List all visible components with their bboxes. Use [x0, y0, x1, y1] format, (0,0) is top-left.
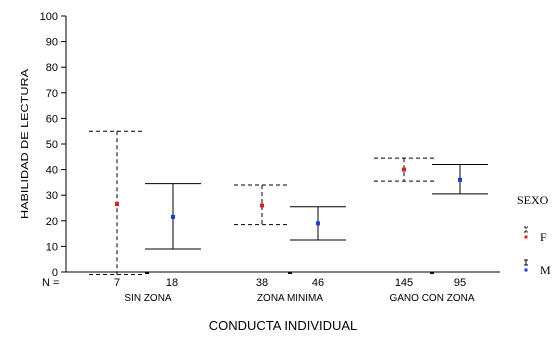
y-tick-label: 60: [46, 113, 58, 125]
y-tick-label: 80: [46, 62, 58, 74]
y-tick-label: 40: [46, 165, 58, 177]
n-label-prefix: N =: [42, 277, 59, 289]
legend-item-f: F: [524, 226, 547, 244]
y-tick-label: 0: [52, 267, 58, 279]
y-tick-label: 10: [46, 241, 58, 253]
y-tick-label: 90: [46, 37, 58, 49]
series-f: [89, 130, 434, 276]
y-tick-label: 50: [46, 139, 58, 151]
mean-point: [458, 177, 462, 182]
axes-layer: 0 10 20 30 40 50 60 70 80 90 100 HABILIDAD DE LECTU…: [20, 11, 500, 333]
y-tick-label: 100: [40, 11, 58, 23]
legend-label: M: [540, 263, 551, 277]
y-axis-title: HABILIDAD DE LECTURA: [20, 69, 31, 219]
mean-point: [115, 202, 119, 207]
mean-point: [260, 203, 264, 208]
x-category-label: SIN ZONA: [124, 293, 172, 304]
n-value-label: 18: [166, 277, 178, 289]
legend-label: F: [540, 230, 547, 244]
x-axis-title: CONDUCTA INDIVIDUAL: [209, 318, 358, 333]
x-category-label: GANO CON ZONA: [389, 293, 474, 304]
y-tick-label: 30: [46, 190, 58, 202]
errorbars-layer: [89, 130, 488, 276]
y-tick-label: 70: [46, 88, 58, 100]
n-value-label: 46: [312, 277, 324, 289]
series-m: [145, 163, 488, 250]
y-tick-label: 20: [46, 216, 58, 228]
labels-layer: N = 7 18 38 46 145 95 SIN ZONA ZONA MINIMA GANO C…: [42, 272, 475, 304]
n-value-label: 95: [454, 277, 466, 289]
mean-point: [171, 214, 175, 219]
legend-marker: [524, 235, 528, 239]
mean-point: [402, 167, 406, 172]
n-value-label: 7: [114, 277, 120, 289]
mean-point: [316, 221, 320, 226]
n-value-label: 145: [395, 277, 413, 289]
legend-item-m: M: [524, 259, 551, 277]
x-category-label: ZONA MINIMA: [257, 293, 323, 304]
n-value-label: 38: [256, 277, 268, 289]
legend: SEXO F M: [517, 193, 551, 277]
legend-title: SEXO: [517, 193, 549, 207]
legend-marker: [524, 268, 528, 272]
